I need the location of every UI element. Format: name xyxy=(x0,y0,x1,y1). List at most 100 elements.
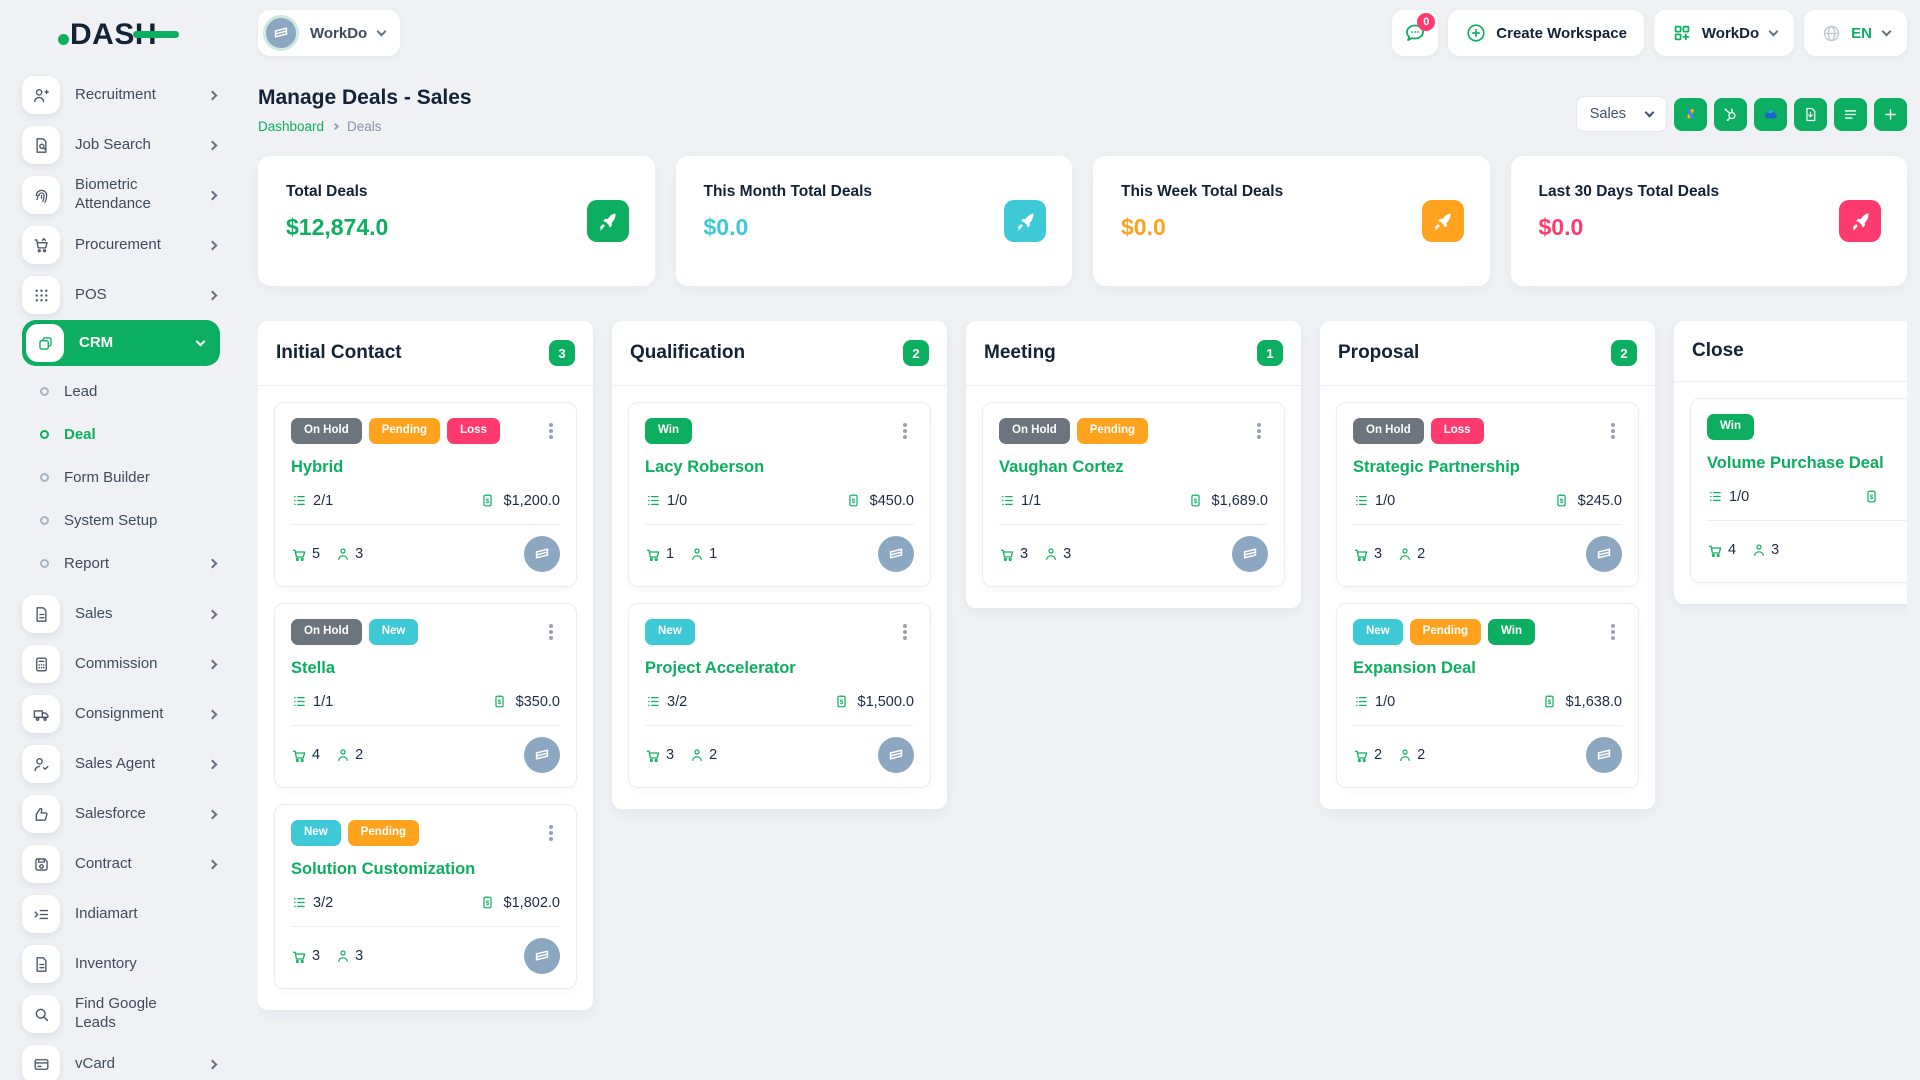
deal-card[interactable]: Win Lacy Roberson 1/0 $450.0 1 1 xyxy=(628,402,931,587)
bullet-icon xyxy=(40,387,49,396)
card-menu-button[interactable] xyxy=(896,418,914,444)
sidebar-item-deal[interactable]: Deal xyxy=(40,413,236,456)
google-ads-button[interactable] xyxy=(1674,97,1707,131)
users-count: 2 xyxy=(1417,546,1426,562)
assignee-avatar[interactable] xyxy=(878,536,914,572)
sidebar-item-salesforce[interactable]: Salesforce xyxy=(22,789,236,839)
sidebar-item-crm[interactable]: CRM xyxy=(22,320,220,366)
sidebar-item-recruitment[interactable]: Recruitment xyxy=(22,70,236,120)
grid-plus-icon xyxy=(1671,22,1693,44)
deal-card[interactable]: New Project Accelerator 3/2 $1,500.0 3 2 xyxy=(628,603,931,788)
deal-title-link[interactable]: Stella xyxy=(291,659,336,677)
breadcrumb: Dashboard Deals xyxy=(258,119,472,134)
tasks-icon xyxy=(291,894,308,911)
sidebar-item-sales-agent[interactable]: Sales Agent xyxy=(22,739,236,789)
card-menu-button[interactable] xyxy=(1604,418,1622,444)
bullet-icon xyxy=(40,516,49,525)
tasks-count: 1/0 xyxy=(1375,693,1396,710)
cart-icon xyxy=(291,546,308,563)
card-menu-button[interactable] xyxy=(542,820,560,846)
deal-title-link[interactable]: Project Accelerator xyxy=(645,659,796,677)
products-count: 4 xyxy=(312,747,321,763)
sidebar-item-procurement[interactable]: Procurement xyxy=(22,220,236,270)
sidebar-item-pos[interactable]: POS xyxy=(22,270,236,320)
id-card-icon xyxy=(22,1045,60,1080)
deal-title-link[interactable]: Solution Customization xyxy=(291,860,476,878)
assignee-avatar[interactable] xyxy=(524,938,560,974)
sidebar-item-consignment[interactable]: Consignment xyxy=(22,689,236,739)
breadcrumb-dashboard-link[interactable]: Dashboard xyxy=(258,119,325,134)
pipeline-select[interactable]: Sales xyxy=(1575,96,1667,132)
assignee-avatar[interactable] xyxy=(524,737,560,773)
page-title: Manage Deals - Sales xyxy=(258,86,472,109)
status-badge: Pending xyxy=(1076,418,1149,444)
deal-card[interactable]: New Pending Win Expansion Deal 1/0 $1,63… xyxy=(1336,603,1639,788)
workspace-switcher[interactable]: WorkDo xyxy=(258,10,401,56)
deal-card[interactable]: New Pending Solution Customization 3/2 $… xyxy=(274,804,577,989)
deal-card[interactable]: On Hold Pending Vaughan Cortez 1/1 $1,68… xyxy=(982,402,1285,587)
sidebar-item-commission[interactable]: Commission xyxy=(22,639,236,689)
cart-icon xyxy=(291,948,308,965)
card-menu-button[interactable] xyxy=(542,418,560,444)
deal-title-link[interactable]: Volume Purchase Deal xyxy=(1707,454,1884,472)
sidebar-item-job-search[interactable]: Job Search xyxy=(22,120,236,170)
card-menu-button[interactable] xyxy=(542,619,560,645)
assignee-avatar[interactable] xyxy=(524,536,560,572)
sidebar-item-indiamart[interactable]: Indiamart xyxy=(22,889,236,939)
deal-title-link[interactable]: Expansion Deal xyxy=(1353,659,1476,677)
kanban-column-initial-contact: Initial Contact 3 On Hold Pending Loss H… xyxy=(258,321,593,1010)
sidebar-item-inventory[interactable]: Inventory xyxy=(22,939,236,989)
card-menu-button[interactable] xyxy=(1250,418,1268,444)
stat-card-total-deals: Total Deals $12,874.0 xyxy=(258,156,655,286)
app-logo[interactable]: DAS H xyxy=(58,18,236,52)
sidebar-item-find-google-leads[interactable]: Find Google Leads xyxy=(22,989,236,1039)
create-workspace-button[interactable]: Create Workspace xyxy=(1448,10,1644,56)
deal-value: $350.0 xyxy=(515,693,560,710)
money-icon xyxy=(479,492,496,509)
export-button[interactable] xyxy=(1794,97,1827,131)
assignee-avatar[interactable] xyxy=(878,737,914,773)
card-menu-button[interactable] xyxy=(1604,619,1622,645)
onedrive-button[interactable] xyxy=(1754,97,1787,131)
tasks-icon xyxy=(291,693,308,710)
add-deal-button[interactable] xyxy=(1874,97,1907,131)
hubspot-sync-button[interactable] xyxy=(1714,97,1747,131)
products-count: 4 xyxy=(1728,542,1737,558)
deal-card[interactable]: On Hold Loss Strategic Partnership 1/0 $… xyxy=(1336,402,1639,587)
deal-card[interactable]: On Hold New Stella 1/1 $350.0 4 2 xyxy=(274,603,577,788)
deal-value: $1,802.0 xyxy=(503,894,560,911)
sidebar-item-form-builder[interactable]: Form Builder xyxy=(40,456,236,499)
assignee-avatar[interactable] xyxy=(1232,536,1268,572)
deal-card[interactable]: On Hold Pending Loss Hybrid 2/1 $1,200.0… xyxy=(274,402,577,587)
assignee-avatar[interactable] xyxy=(1586,536,1622,572)
cart-icon xyxy=(1353,546,1370,563)
sidebar-item-biometric-attendance[interactable]: Biometric Attendance xyxy=(22,170,236,220)
card-menu-button[interactable] xyxy=(896,619,914,645)
deal-card[interactable]: Win Volume Purchase Deal 1/0 4 3 xyxy=(1690,398,1907,583)
column-count-badge: 2 xyxy=(1611,340,1637,366)
messages-button[interactable]: 0 xyxy=(1392,10,1439,56)
list-view-button[interactable] xyxy=(1834,97,1867,131)
chevron-right-icon xyxy=(207,558,218,569)
assignee-avatar[interactable] xyxy=(1586,737,1622,773)
hubspot-icon xyxy=(1722,106,1739,123)
sidebar-item-system-setup[interactable]: System Setup xyxy=(40,499,236,542)
deal-title-link[interactable]: Strategic Partnership xyxy=(1353,458,1520,476)
deal-title-link[interactable]: Lacy Roberson xyxy=(645,458,765,476)
language-selector[interactable]: EN xyxy=(1804,10,1907,56)
deal-title-link[interactable]: Vaughan Cortez xyxy=(999,458,1124,476)
job-search-icon xyxy=(22,126,60,164)
users-count: 2 xyxy=(355,747,364,763)
sidebar-item-vcard[interactable]: vCard xyxy=(22,1039,236,1080)
crm-icon xyxy=(26,324,64,362)
cart-icon xyxy=(1707,542,1724,559)
workdo-menu-button[interactable]: WorkDo xyxy=(1653,10,1795,56)
chevron-right-icon xyxy=(207,859,218,869)
sidebar-item-sales[interactable]: Sales xyxy=(22,589,236,639)
sidebar-item-report[interactable]: Report xyxy=(40,542,236,585)
money-icon xyxy=(1541,693,1558,710)
sidebar-item-contract[interactable]: Contract xyxy=(22,839,236,889)
users-icon xyxy=(335,546,351,562)
sidebar-item-lead[interactable]: Lead xyxy=(40,370,236,413)
deal-title-link[interactable]: Hybrid xyxy=(291,458,344,476)
